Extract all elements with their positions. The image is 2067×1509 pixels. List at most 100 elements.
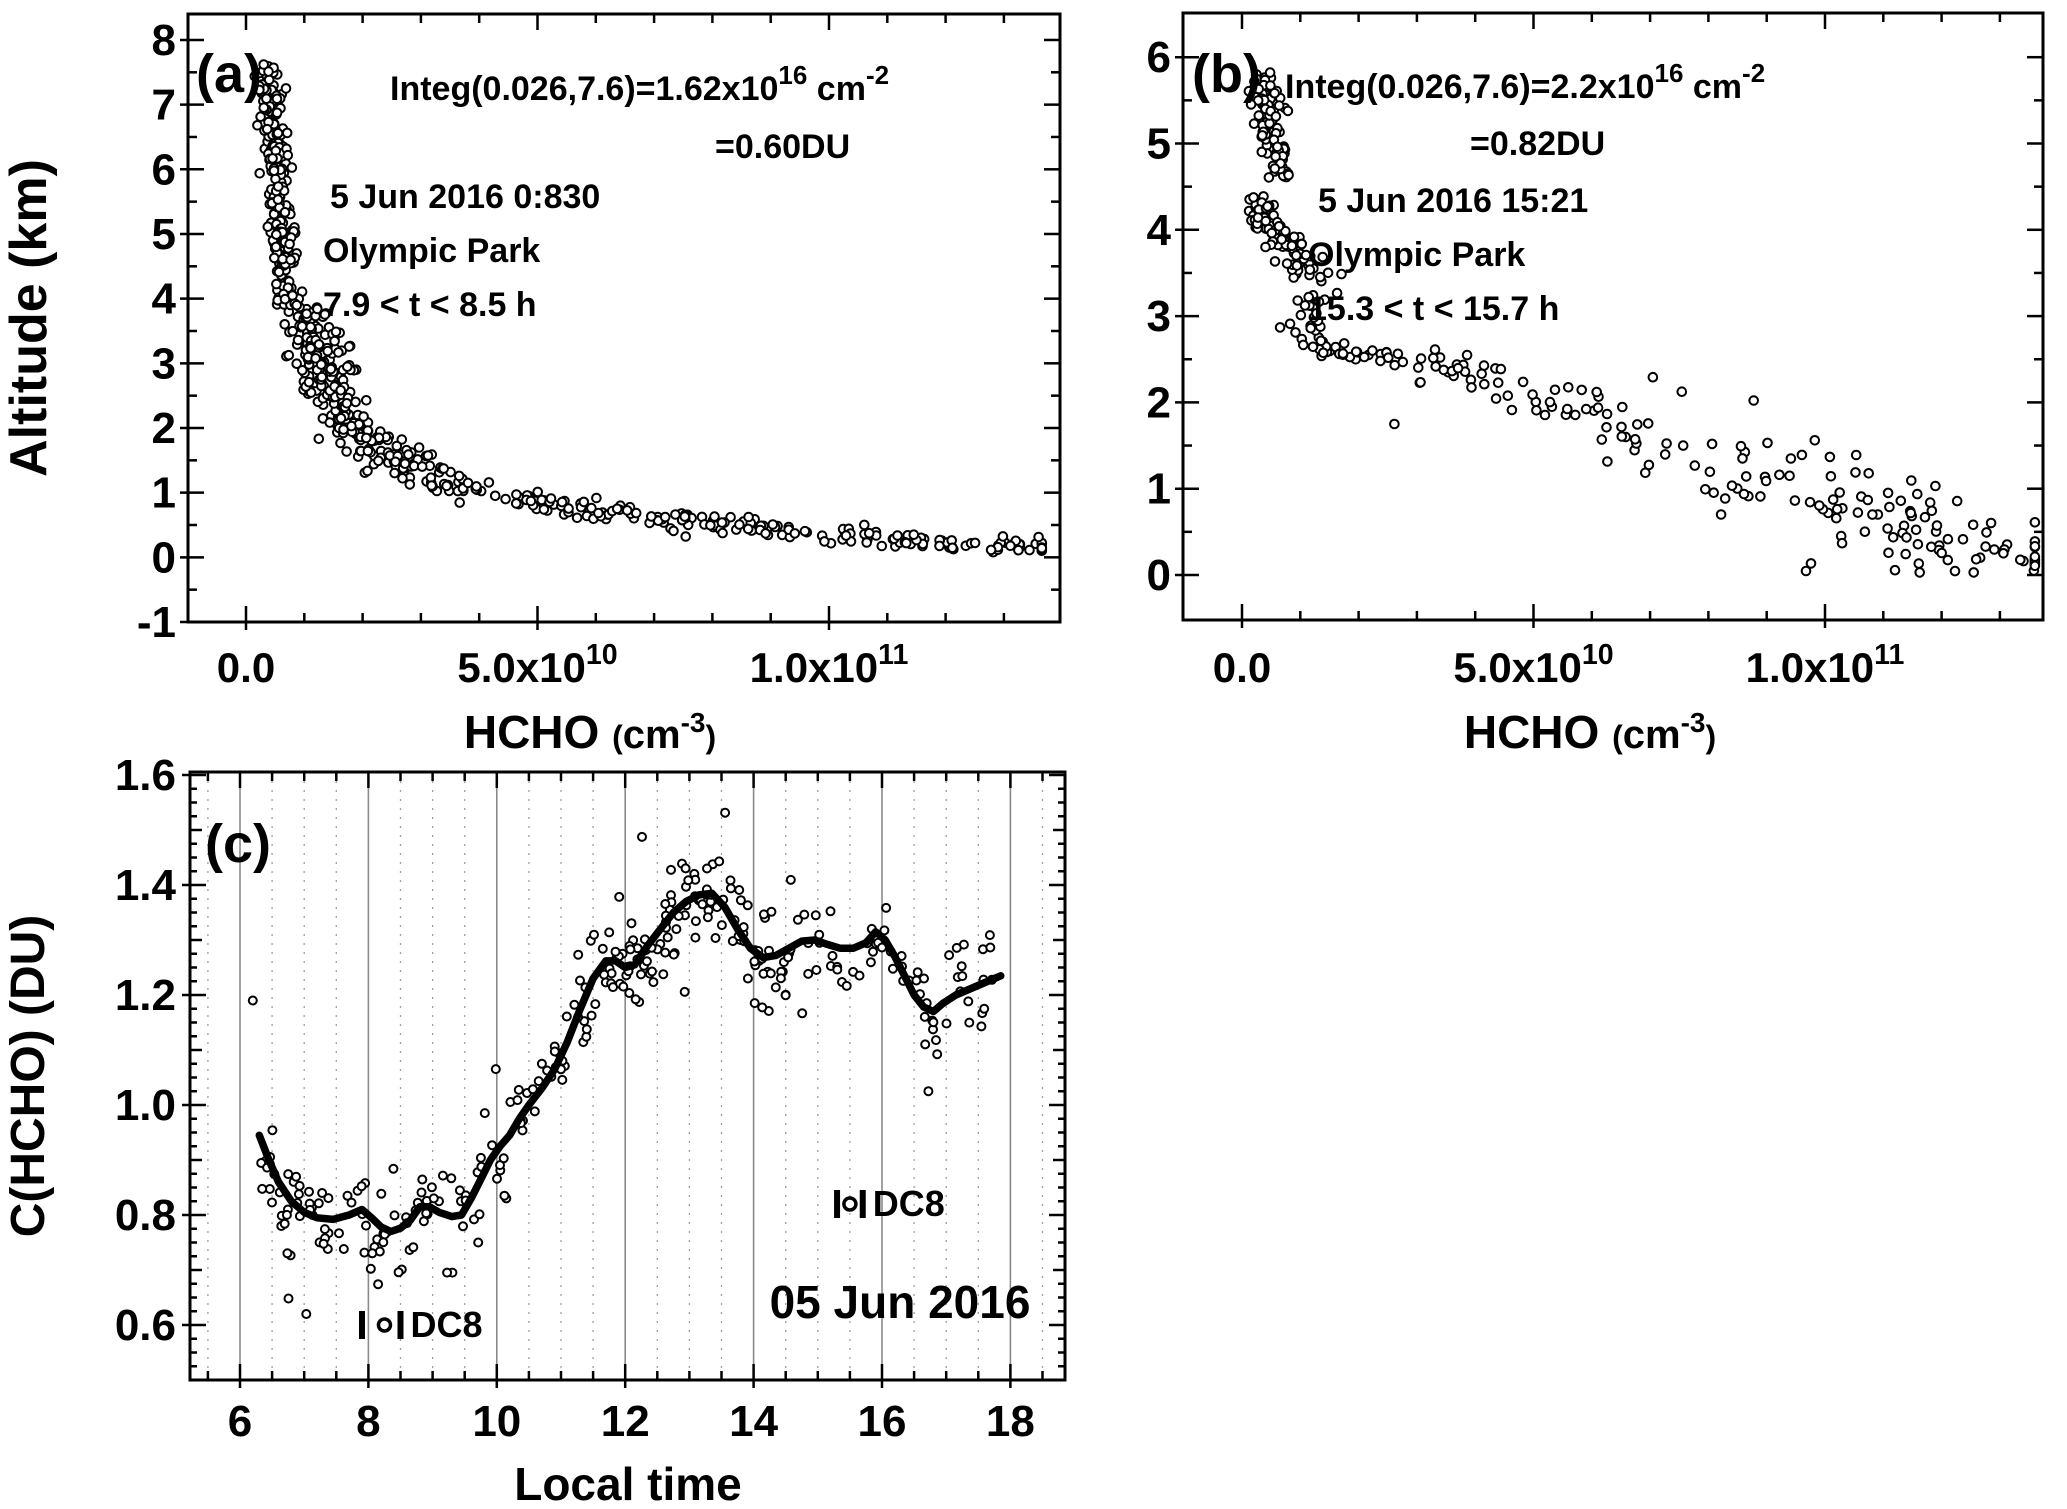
scatter-point: [911, 975, 922, 986]
scatter-point: [1331, 287, 1343, 299]
scatter-point: [1774, 469, 1785, 481]
scatter-point: [338, 1244, 349, 1254]
scatter-point: [658, 969, 669, 980]
scatter-point: [734, 885, 745, 895]
scatter-point: [280, 83, 292, 94]
scatter-point: [680, 531, 692, 542]
y-tick-label: 5: [152, 210, 176, 259]
scatter-point: [426, 1182, 437, 1193]
panel-a-du-annotation: =0.60DU: [715, 128, 850, 166]
scatter-point: [985, 942, 996, 953]
scatter-point: [1735, 440, 1747, 452]
scatter-point: [268, 165, 280, 176]
scatter-point: [305, 321, 316, 333]
scatter-point: [1912, 539, 1924, 550]
scatter-point: [271, 107, 283, 119]
scatter-point-outlier: [247, 995, 258, 1006]
x-tick-label: 5.0x1010: [457, 639, 617, 691]
scatter-point: [1629, 434, 1641, 445]
x-title-unit: cm: [1623, 713, 1681, 757]
scatter-point: [1272, 141, 1283, 153]
scatter-point: [462, 477, 474, 489]
scatter-point: [2029, 560, 2041, 572]
scatter-point: [1517, 376, 1529, 388]
integ-exponent: 16: [1655, 58, 1684, 88]
scatter-point: [671, 924, 682, 935]
scatter-point: [742, 973, 753, 984]
scatter-point: [1562, 403, 1573, 415]
scatter-point: [932, 1049, 943, 1060]
scatter-point: [291, 1171, 302, 1182]
scatter-point: [1253, 110, 1265, 121]
panel-a-ticks: [180, 14, 1060, 630]
scatter-point: [286, 162, 298, 173]
panel-b-site-annotation: Olympic Park: [1308, 236, 1525, 274]
x-title-paren-open: (: [1612, 719, 1623, 755]
scatter-point: [1274, 322, 1286, 333]
scatter-point: [1850, 449, 1862, 461]
scatter-point: [865, 957, 876, 968]
scatter-point: [258, 59, 270, 70]
scatter-point: [273, 266, 285, 278]
y-tick-label: 1: [1147, 465, 1171, 514]
scatter-point: [1836, 537, 1848, 549]
panel-c-date-annotation: 05 Jun 2016: [770, 1276, 1031, 1328]
scatter-point: [760, 528, 771, 539]
x-tick-label: 1.0x1011: [750, 639, 909, 691]
scatter-point: [270, 241, 282, 253]
scatter-point: [666, 864, 676, 875]
scatter-point: [683, 875, 694, 886]
scatter-point: [545, 493, 557, 504]
scatter-point: [1266, 227, 1278, 239]
y-tick-label: 1: [152, 469, 176, 518]
panel-b-scatter-points: [1243, 67, 2041, 578]
scatter-point: [969, 537, 981, 549]
scatter-point: [358, 411, 369, 422]
scatter-point: [490, 1064, 501, 1075]
scatter-point: [373, 1279, 384, 1290]
scatter-point: [356, 1181, 367, 1192]
scatter-point: [608, 982, 618, 993]
scatter-point: [832, 964, 843, 975]
scatter-point: [591, 492, 602, 504]
scatter-point: [416, 1187, 427, 1198]
scatter-point: [1282, 105, 1294, 117]
scatter-point: [976, 1021, 987, 1032]
scatter-point: [589, 929, 599, 940]
scatter-point: [1428, 352, 1439, 364]
scatter-point: [1601, 408, 1613, 420]
scatter-point: [951, 942, 962, 953]
scatter-point: [714, 856, 725, 867]
scatter-point: [621, 505, 633, 516]
scatter-point: [1245, 99, 1257, 110]
scatter-point: [1762, 437, 1773, 449]
scatter-point: [947, 542, 958, 554]
scatter-point: [775, 973, 786, 984]
scatter-point: [556, 496, 568, 508]
scatter-point: [388, 1163, 399, 1174]
scatter-point: [492, 1173, 502, 1184]
scatter-point: [422, 450, 434, 461]
scatter-point: [1527, 389, 1538, 400]
scatter-point: [1784, 470, 1795, 482]
scatter-point: [734, 519, 745, 530]
scatter-point: [1383, 352, 1394, 364]
scatter-point: [630, 994, 641, 1005]
scatter-point: [646, 511, 657, 522]
scatter-point: [291, 358, 303, 370]
scatter-point: [717, 527, 728, 539]
scatter-point: [1601, 422, 1612, 433]
scatter-point: [335, 385, 347, 396]
y-tick-label: -1: [137, 598, 176, 647]
x-tick-label: 10: [472, 1397, 521, 1446]
scatter-point: [1831, 512, 1842, 524]
y-tick-label: 2: [152, 404, 176, 453]
scatter-point: [1286, 240, 1298, 252]
scatter-point: [389, 1210, 400, 1221]
scatter-point: [1602, 456, 1613, 467]
scatter-point: [1429, 344, 1441, 355]
scatter-point: [2015, 554, 2026, 566]
scatter-point: [367, 1248, 378, 1259]
y-tick-label: 2: [1147, 378, 1171, 427]
